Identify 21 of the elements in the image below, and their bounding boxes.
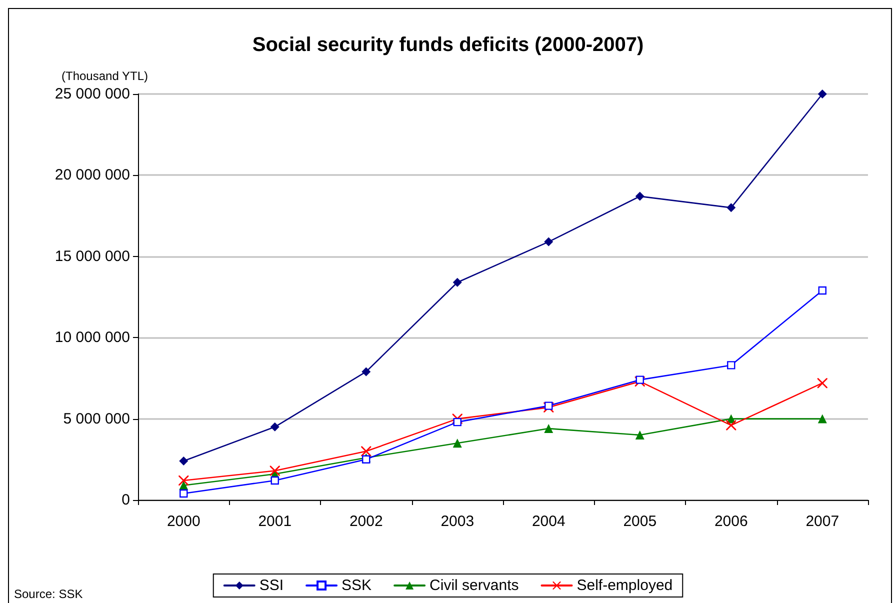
x-tick-label: 2006: [714, 513, 748, 530]
chart-title: Social security funds deficits (2000-2007): [252, 34, 644, 56]
x-tick-label: 2002: [349, 513, 383, 530]
x-tick-label: 2003: [440, 513, 474, 530]
x-tick-label: 2007: [806, 513, 840, 530]
legend-label: Self-employed: [576, 577, 673, 594]
y-tick-label: 15 000 000: [54, 248, 130, 265]
x-tick-label: 2005: [623, 513, 657, 530]
legend-label: SSK: [342, 577, 372, 594]
y-tick-label: 20 000 000: [54, 166, 130, 184]
y-axis-title: (Thousand YTL): [62, 69, 148, 83]
legend-label: SSI: [259, 577, 284, 594]
y-tick-label: 25 000 000: [54, 86, 130, 102]
y-tick-label: 10 000 000: [54, 329, 130, 346]
y-tick-label: 0: [122, 492, 130, 508]
x-tick-label: 2004: [532, 513, 566, 530]
x-tick-label: 2000: [166, 513, 200, 530]
legend-label: Civil servants: [430, 577, 519, 594]
source-note: Source: SSK: [14, 587, 83, 601]
y-tick-label: 5 000 000: [63, 410, 130, 428]
x-tick-label: 2001: [258, 513, 292, 530]
